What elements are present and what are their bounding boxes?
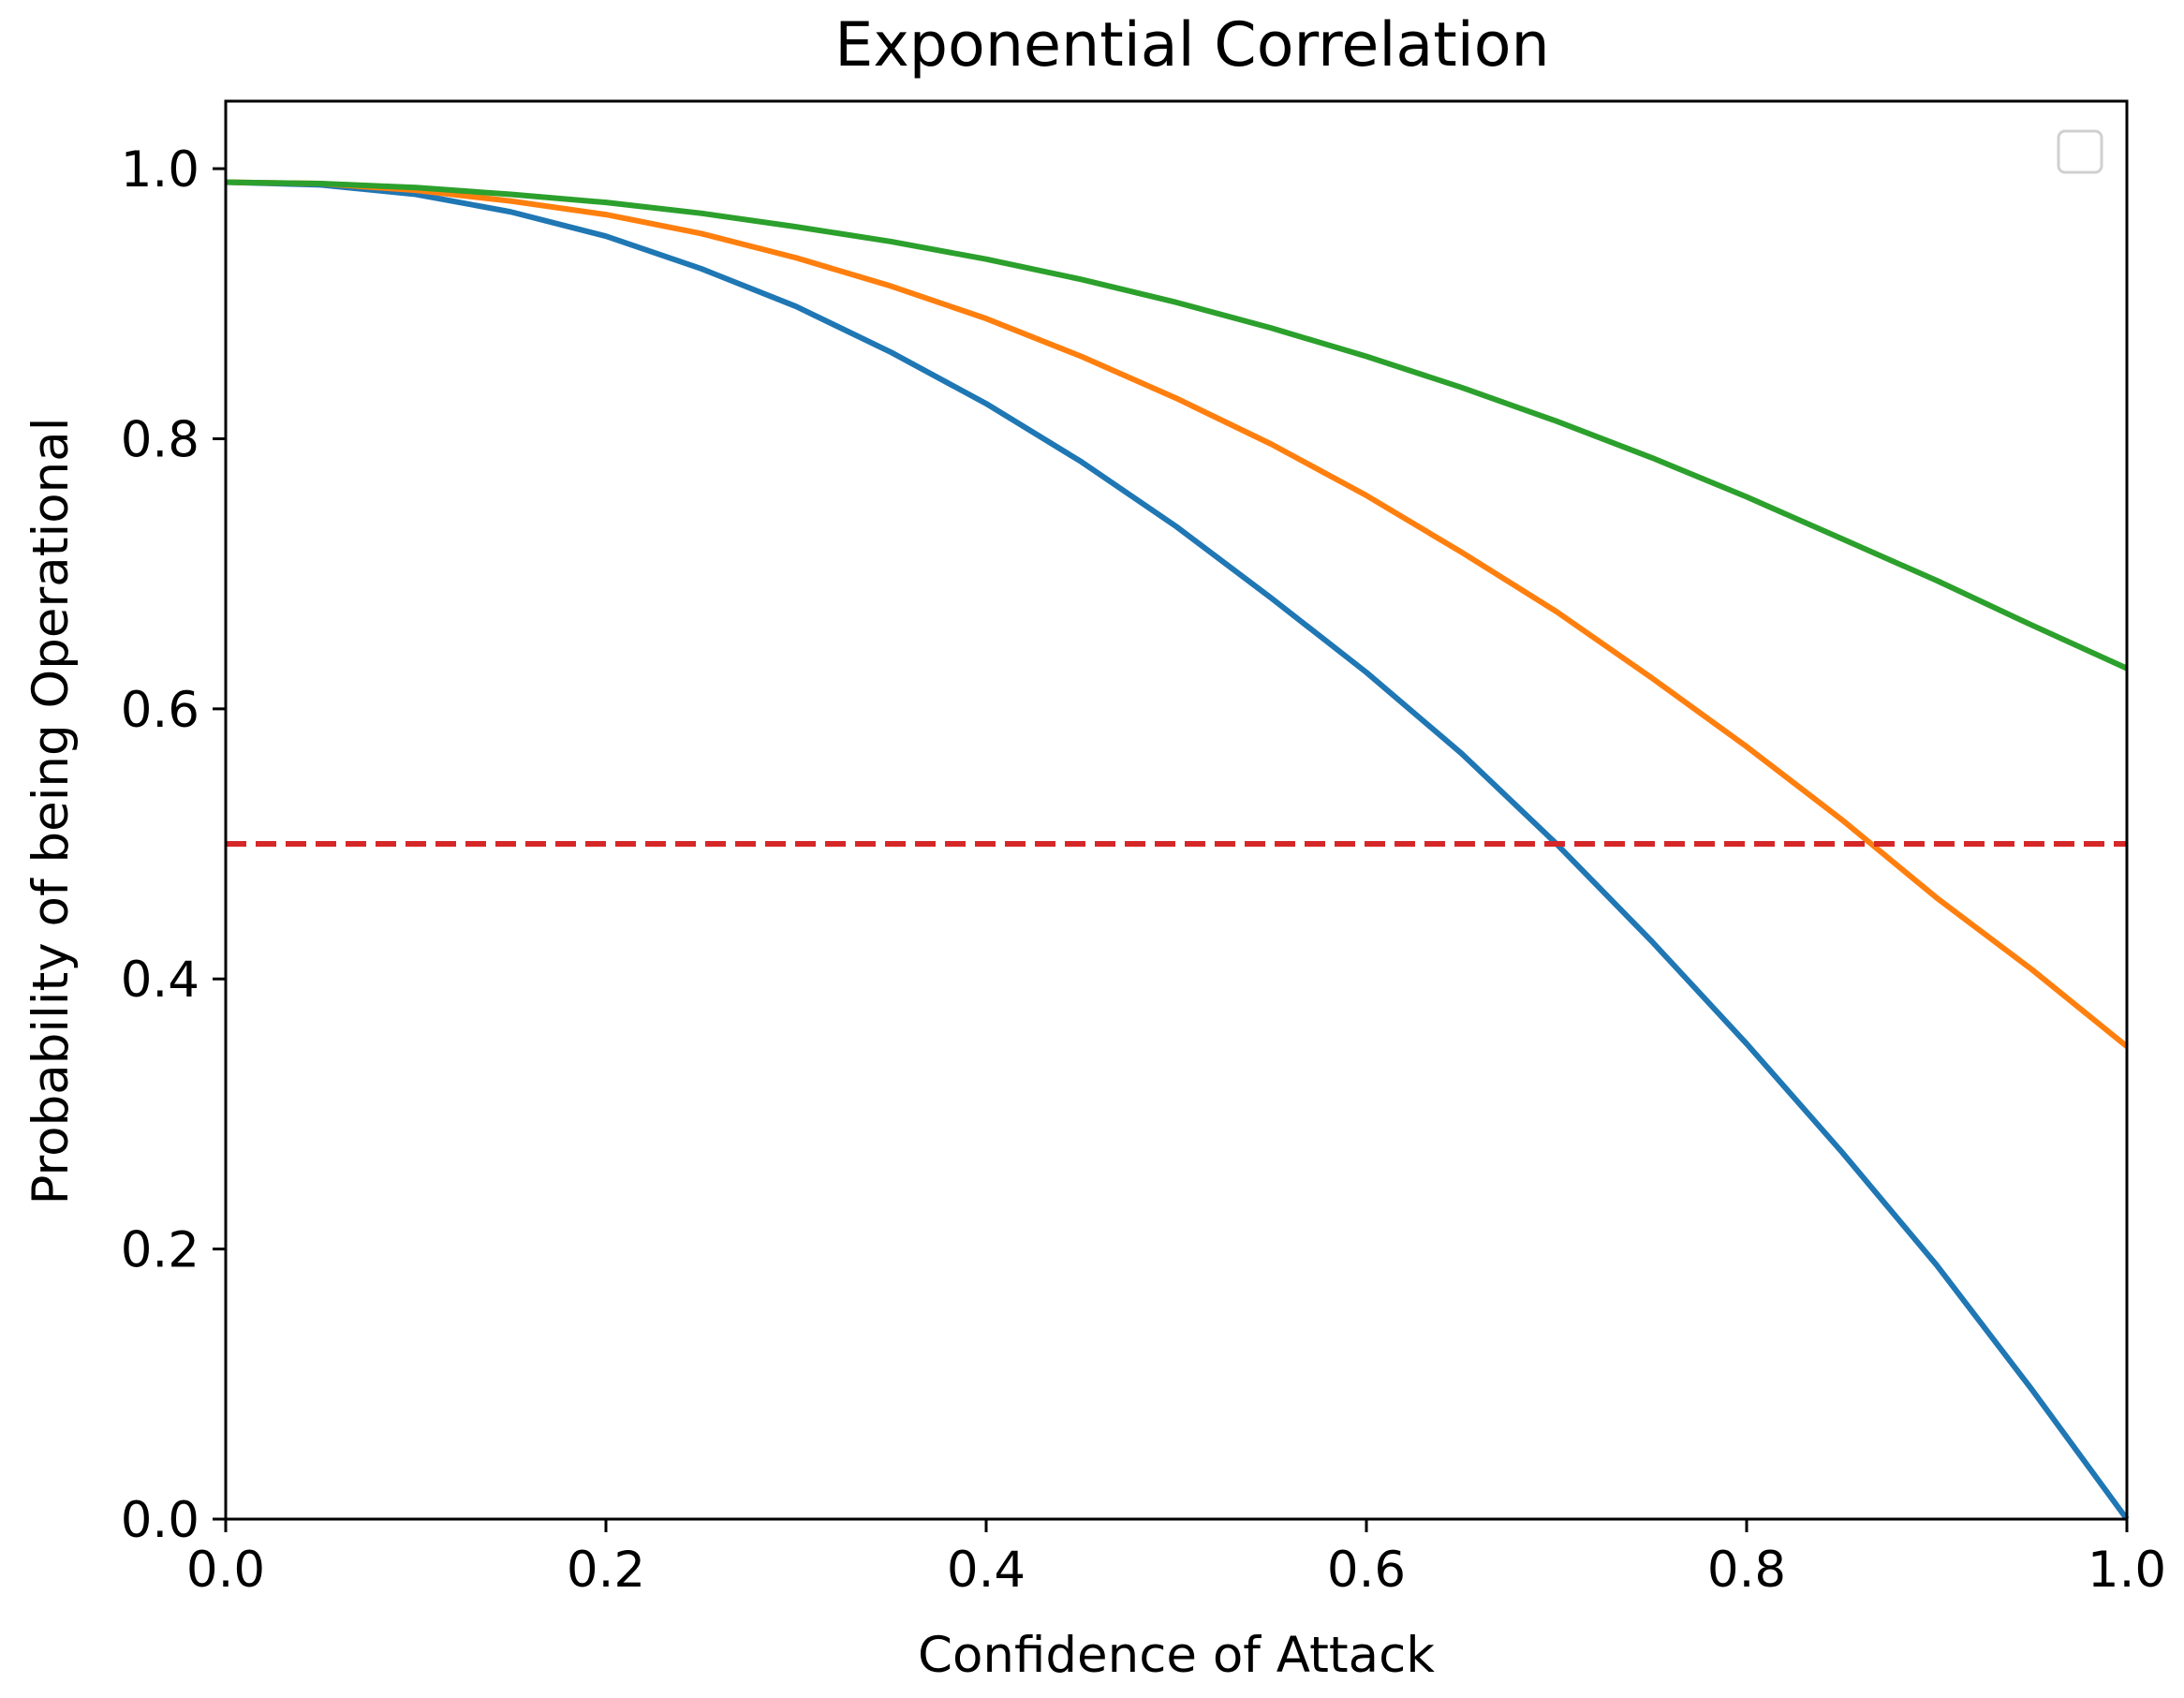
series-line-blue bbox=[225, 179, 2130, 1521]
x-tick-label: 1.0 bbox=[2088, 1542, 2166, 1599]
series-line-orange bbox=[225, 179, 2129, 1049]
x-axis: 0.0 0.2 0.4 0.6 0.8 1.0 bbox=[186, 1519, 2166, 1599]
x-tick-label: 0.8 bbox=[1707, 1542, 1786, 1599]
plot-lines bbox=[225, 179, 2130, 1521]
legend-box bbox=[2057, 129, 2103, 174]
x-axis-label: Confidence of Attack bbox=[918, 1627, 1435, 1684]
plot-frame bbox=[224, 99, 2129, 1521]
y-tick-label: 0.0 bbox=[121, 1492, 199, 1549]
y-axis-label: Probability of being Operational bbox=[22, 418, 80, 1205]
x-tick-label: 0.0 bbox=[186, 1542, 265, 1599]
x-tick-label: 0.4 bbox=[947, 1542, 1026, 1599]
series-line-green bbox=[225, 179, 2129, 672]
y-tick-label: 1.0 bbox=[121, 141, 199, 199]
x-tick-label: 0.2 bbox=[567, 1542, 645, 1599]
y-tick-label: 0.8 bbox=[121, 411, 199, 468]
chart-title: Exponential Correlation bbox=[834, 10, 1549, 81]
y-tick-label: 0.2 bbox=[121, 1222, 199, 1279]
y-tick-label: 0.6 bbox=[121, 682, 199, 739]
y-tick-label: 0.4 bbox=[121, 952, 199, 1009]
y-axis: 0.0 0.2 0.4 0.6 0.8 1.0 bbox=[121, 141, 226, 1549]
x-tick-label: 0.6 bbox=[1327, 1542, 1406, 1599]
